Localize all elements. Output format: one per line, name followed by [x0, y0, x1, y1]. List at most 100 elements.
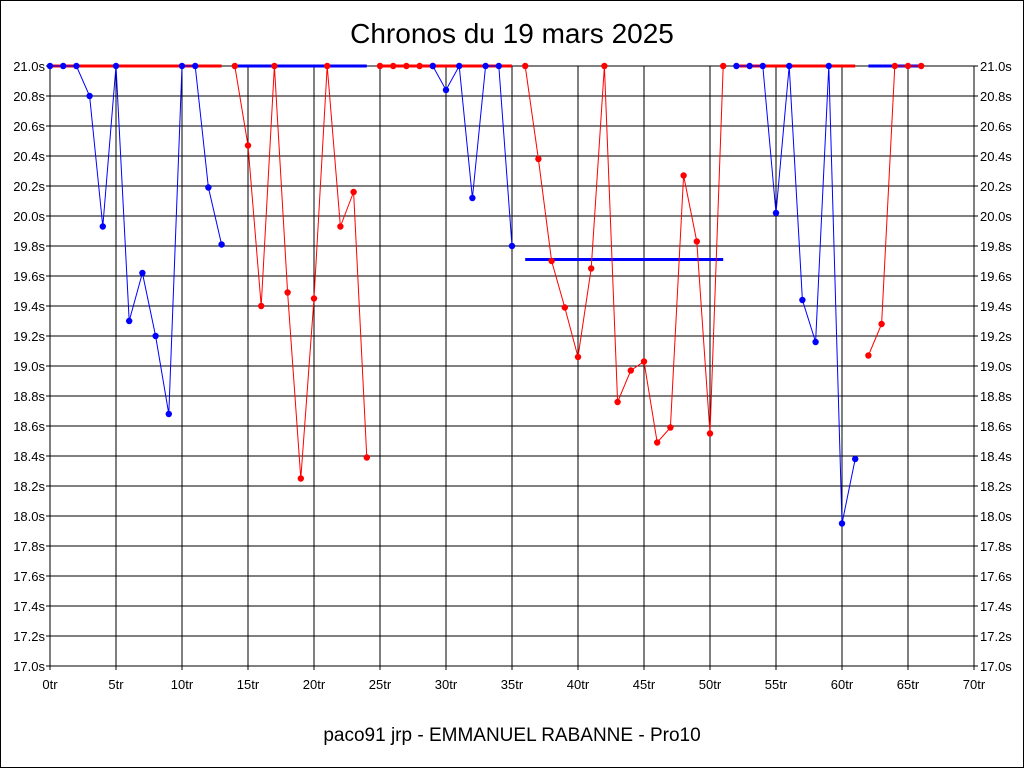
data-point-blue: [469, 194, 476, 202]
y-tick-label-left: 19.8s: [13, 239, 45, 254]
data-point-blue: [746, 62, 753, 70]
y-tick-label-left: 18.6s: [13, 419, 45, 434]
data-point-red: [363, 454, 370, 461]
data-point-red: [522, 62, 529, 70]
data-point-red: [337, 223, 344, 230]
data-point-blue: [772, 209, 780, 217]
y-tick-label-left: 20.8s: [13, 89, 45, 104]
x-tick-label: 10tr: [171, 677, 194, 692]
data-point-blue: [46, 62, 54, 70]
data-point-blue: [152, 332, 159, 340]
x-tick-label: 70tr: [963, 677, 986, 692]
data-point-red: [310, 295, 318, 302]
data-point-red: [720, 62, 727, 70]
y-tick-label-right: 19.0s: [980, 359, 1012, 374]
y-tick-label-right: 18.4s: [980, 449, 1012, 464]
y-tick-label-left: 18.4s: [13, 449, 45, 464]
y-tick-label-left: 20.6s: [13, 119, 45, 134]
data-point-red: [614, 398, 621, 406]
data-point-blue: [733, 62, 740, 70]
y-tick-label-left: 20.0s: [13, 209, 45, 224]
y-tick-label-right: 20.8s: [980, 89, 1012, 104]
x-tick-label: 25tr: [369, 677, 392, 692]
x-tick-label: 50tr: [699, 677, 722, 692]
x-tick-label: 40tr: [567, 677, 590, 692]
data-point-blue: [178, 62, 186, 70]
data-point-red: [588, 265, 595, 272]
data-point-blue: [139, 269, 146, 277]
data-point-red: [878, 320, 885, 328]
series-line-red: [234, 65, 368, 479]
data-point-red: [627, 367, 634, 374]
x-tick-label: 65tr: [897, 677, 920, 692]
series-line-red: [867, 65, 922, 356]
y-tick-label-left: 19.4s: [13, 299, 45, 314]
data-point-red: [324, 62, 331, 70]
y-tick-label-left: 19.0s: [13, 359, 45, 374]
data-point-red: [350, 188, 357, 196]
axis-ticks: 0tr 5tr 10tr 15tr 20tr 25tr 30tr 35tr 40tr 45tr 50…: [13, 59, 1012, 692]
series-line-blue: [736, 65, 856, 524]
data-point-red: [640, 358, 648, 365]
data-point-red: [231, 62, 238, 70]
data-point-blue: [442, 86, 450, 94]
data-point-blue: [112, 62, 120, 70]
x-tick-label: 20tr: [303, 677, 326, 692]
data-point-red: [693, 238, 700, 245]
y-tick-label-left: 17.4s: [13, 599, 45, 614]
y-tick-label-right: 18.6s: [980, 419, 1012, 434]
data-point-red: [271, 62, 278, 70]
data-point-blue: [852, 455, 859, 463]
data-point-blue: [60, 62, 67, 70]
data-point-red: [403, 62, 410, 70]
y-tick-label-left: 18.2s: [13, 479, 45, 494]
y-tick-label-left: 18.0s: [13, 509, 45, 524]
x-tick-label: 55tr: [765, 677, 788, 692]
data-point-red: [574, 353, 582, 361]
data-point-red: [706, 430, 714, 437]
y-tick-label-right: 21.0s: [980, 59, 1012, 74]
chart-footer: paco91 jrp - EMMANUEL RABANNE - Pro10: [323, 725, 700, 746]
y-tick-label-left: 17.2s: [13, 629, 45, 644]
data-point-blue: [165, 410, 172, 418]
data-point-red: [667, 424, 674, 431]
data-point-blue: [838, 520, 846, 527]
data-point-blue: [73, 62, 80, 70]
y-tick-label-right: 20.4s: [980, 149, 1012, 164]
y-tick-label-right: 19.2s: [980, 329, 1012, 344]
data-point-blue: [799, 296, 806, 304]
data-point-blue: [508, 242, 516, 250]
x-tick-label: 45tr: [633, 677, 656, 692]
data-point-blue: [495, 62, 502, 70]
x-tick-label: 30tr: [435, 677, 458, 692]
y-tick-label-right: 20.2s: [980, 179, 1012, 194]
data-point-red: [548, 257, 555, 265]
data-point-blue: [825, 62, 832, 70]
y-tick-label-right: 19.8s: [980, 239, 1012, 254]
y-tick-label-right: 17.2s: [980, 629, 1012, 644]
y-tick-label-right: 18.8s: [980, 389, 1012, 404]
data-point-blue: [812, 338, 819, 346]
data-point-blue: [99, 223, 107, 230]
data-point-blue: [786, 62, 793, 70]
data-point-blue: [126, 317, 133, 325]
data-point-red: [376, 62, 384, 70]
data-point-red: [535, 155, 542, 163]
data-point-blue: [205, 184, 212, 191]
data-point-red: [244, 142, 252, 149]
series-line-red: [524, 65, 724, 444]
x-tick-label: 0tr: [42, 677, 58, 692]
y-tick-label-left: 17.8s: [13, 539, 45, 554]
data-point-red: [904, 62, 912, 70]
data-point-red: [891, 62, 898, 70]
data-point-blue: [759, 62, 766, 70]
data-point-red: [680, 172, 687, 179]
y-tick-label-right: 20.6s: [980, 119, 1012, 134]
y-tick-label-right: 18.0s: [980, 509, 1012, 524]
y-tick-label-left: 20.2s: [13, 179, 45, 194]
data-point-red: [561, 304, 568, 311]
y-tick-label-right: 17.0s: [980, 659, 1012, 674]
data-point-blue: [429, 62, 436, 70]
y-tick-label-right: 17.4s: [980, 599, 1012, 614]
data-point-red: [865, 352, 872, 359]
